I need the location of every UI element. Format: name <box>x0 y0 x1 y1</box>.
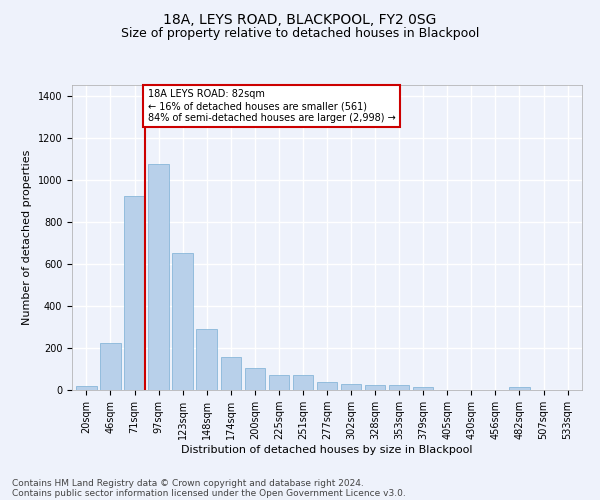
Bar <box>196 329 217 390</box>
Y-axis label: Number of detached properties: Number of detached properties <box>22 150 32 325</box>
Bar <box>124 196 145 390</box>
Bar <box>221 357 241 390</box>
Text: Size of property relative to detached houses in Blackpool: Size of property relative to detached ho… <box>121 28 479 40</box>
Text: Contains public sector information licensed under the Open Government Licence v3: Contains public sector information licen… <box>12 488 406 498</box>
Text: 18A LEYS ROAD: 82sqm
← 16% of detached houses are smaller (561)
84% of semi-deta: 18A LEYS ROAD: 82sqm ← 16% of detached h… <box>148 90 395 122</box>
Bar <box>413 387 433 390</box>
Bar <box>269 376 289 390</box>
Bar <box>245 368 265 390</box>
Bar <box>341 384 361 390</box>
Bar <box>293 376 313 390</box>
X-axis label: Distribution of detached houses by size in Blackpool: Distribution of detached houses by size … <box>181 445 473 455</box>
Bar <box>389 386 409 390</box>
Bar <box>365 386 385 390</box>
Text: 18A, LEYS ROAD, BLACKPOOL, FY2 0SG: 18A, LEYS ROAD, BLACKPOOL, FY2 0SG <box>163 12 437 26</box>
Bar <box>76 386 97 390</box>
Bar <box>100 342 121 390</box>
Bar <box>317 382 337 390</box>
Bar <box>509 388 530 390</box>
Bar <box>172 254 193 390</box>
Bar <box>148 164 169 390</box>
Text: Contains HM Land Registry data © Crown copyright and database right 2024.: Contains HM Land Registry data © Crown c… <box>12 478 364 488</box>
